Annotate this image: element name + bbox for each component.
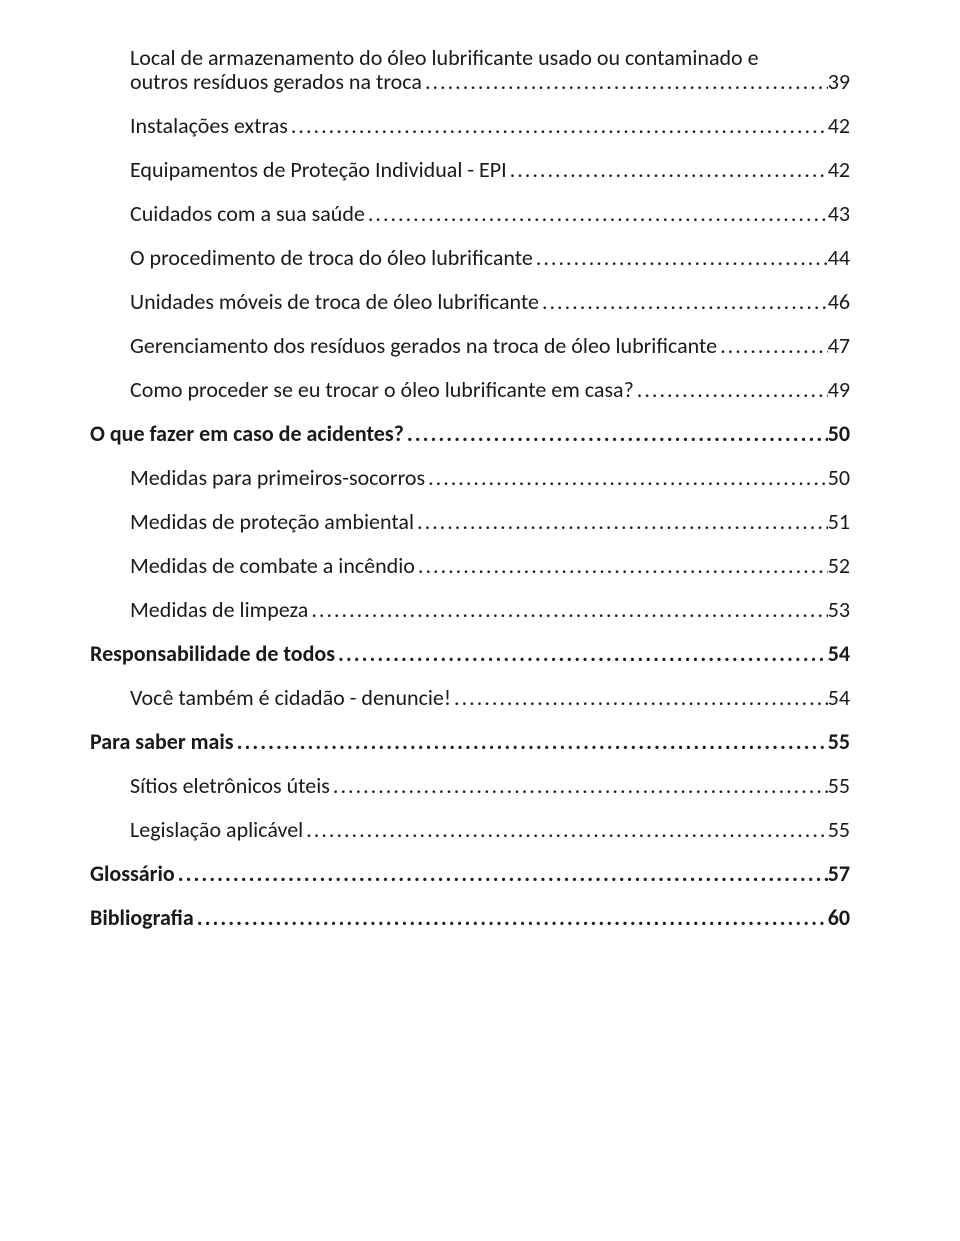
toc-page-number[interactable]: 55 [828,731,850,753]
toc-page-number[interactable]: 50 [828,423,850,445]
toc-label[interactable]: Equipamentos de Proteção Individual - EP… [130,159,507,181]
toc-entry: Bibliografia............................… [90,907,850,929]
toc-label[interactable]: Medidas de combate a incêndio [130,555,415,577]
toc-label[interactable]: Responsabilidade de todos [90,643,335,665]
toc-label[interactable]: Bibliografia [90,907,194,929]
toc-entry: Local de armazenamento do óleo lubrifica… [130,44,850,93]
toc-leader: ........................................… [335,643,828,665]
toc-leader: ........................................… [507,159,828,181]
toc-page-number[interactable]: 43 [828,203,850,225]
toc-label[interactable]: Local de armazenamento do óleo lubrifica… [130,44,850,71]
toc-leader: ........................................… [414,511,828,533]
toc-page-number[interactable]: 47 [828,335,850,357]
toc-leader: ........................................… [303,819,827,841]
toc-leader: ........................................… [365,203,828,225]
toc-leader: ........................................… [404,423,828,445]
toc-leader: ........................................… [634,379,828,401]
toc-label[interactable]: outros resíduos gerados na troca [130,71,422,93]
toc-entry: Medidas para primeiros-socorros.........… [130,467,850,489]
toc-entry: Como proceder se eu trocar o óleo lubrif… [130,379,850,401]
toc-leader: ........................................… [422,71,828,93]
toc-label[interactable]: Cuidados com a sua saúde [130,203,365,225]
toc-label[interactable]: Medidas de limpeza [130,599,308,621]
toc-page-number[interactable]: 52 [828,555,850,577]
toc-label[interactable]: Instalações extras [130,115,288,137]
toc-entry: Equipamentos de Proteção Individual - EP… [130,159,850,181]
toc-leader: ........................................… [533,247,828,269]
toc-leader: ........................................… [717,335,828,357]
toc-page-number[interactable]: 51 [828,511,850,533]
toc-page-number[interactable]: 50 [828,467,850,489]
toc-leader: ........................................… [539,291,828,313]
toc-label[interactable]: Como proceder se eu trocar o óleo lubrif… [130,379,634,401]
toc-page-number[interactable]: 55 [828,819,850,841]
toc-page-number[interactable]: 44 [828,247,850,269]
toc-label[interactable]: Você também é cidadão - denuncie! [130,687,451,709]
toc-entry: Gerenciamento dos resíduos gerados na tr… [130,335,850,357]
toc-page-number[interactable]: 60 [828,907,850,929]
toc-entry: Cuidados com a sua saúde................… [130,203,850,225]
toc-page-number[interactable]: 46 [828,291,850,313]
toc-page-number[interactable]: 55 [828,775,850,797]
toc-entry: Legislação aplicável....................… [130,819,850,841]
toc-entry: Unidades móveis de troca de óleo lubrifi… [130,291,850,313]
toc-leader: ........................................… [451,687,828,709]
toc-entry: Responsabilidade de todos...............… [90,643,850,665]
toc-leader: ........................................… [175,863,828,885]
toc-entry: O procedimento de troca do óleo lubrific… [130,247,850,269]
toc-entry: Medidas de limpeza......................… [130,599,850,621]
toc-label[interactable]: Sítios eletrônicos úteis [130,775,330,797]
toc-leader: ........................................… [194,907,828,929]
toc-page-number[interactable]: 54 [828,687,850,709]
toc-entry: O que fazer em caso de acidentes?.......… [90,423,850,445]
toc-entry: Medidas de combate a incêndio...........… [130,555,850,577]
toc-page-number[interactable]: 39 [828,71,850,93]
toc-page-number[interactable]: 53 [828,599,850,621]
toc-label[interactable]: Medidas para primeiros-socorros [130,467,425,489]
toc-label[interactable]: Para saber mais [90,731,234,753]
table-of-contents: Local de armazenamento do óleo lubrifica… [90,44,850,929]
toc-entry: Glossário...............................… [90,863,850,885]
toc-leader: ........................................… [415,555,828,577]
toc-label[interactable]: O que fazer em caso de acidentes? [90,423,404,445]
toc-leader: ........................................… [308,599,827,621]
toc-page-number[interactable]: 57 [828,863,850,885]
toc-label[interactable]: Unidades móveis de troca de óleo lubrifi… [130,291,539,313]
toc-page-number[interactable]: 42 [828,159,850,181]
toc-label[interactable]: Medidas de proteção ambiental [130,511,414,533]
toc-entry: Sítios eletrônicos úteis................… [130,775,850,797]
toc-page-number[interactable]: 42 [828,115,850,137]
toc-label[interactable]: Glossário [90,863,175,885]
toc-entry: Você também é cidadão - denuncie!.......… [130,687,850,709]
toc-page-number[interactable]: 49 [828,379,850,401]
toc-entry: Instalações extras......................… [130,115,850,137]
toc-entry: Para saber mais.........................… [90,731,850,753]
toc-leader: ........................................… [425,467,828,489]
toc-leader: ........................................… [330,775,828,797]
toc-page-number[interactable]: 54 [828,643,850,665]
toc-label[interactable]: O procedimento de troca do óleo lubrific… [130,247,533,269]
toc-label[interactable]: Legislação aplicável [130,819,303,841]
toc-leader: ........................................… [288,115,828,137]
toc-entry: Medidas de proteção ambiental...........… [130,511,850,533]
toc-label[interactable]: Gerenciamento dos resíduos gerados na tr… [130,335,717,357]
toc-leader: ........................................… [234,731,828,753]
